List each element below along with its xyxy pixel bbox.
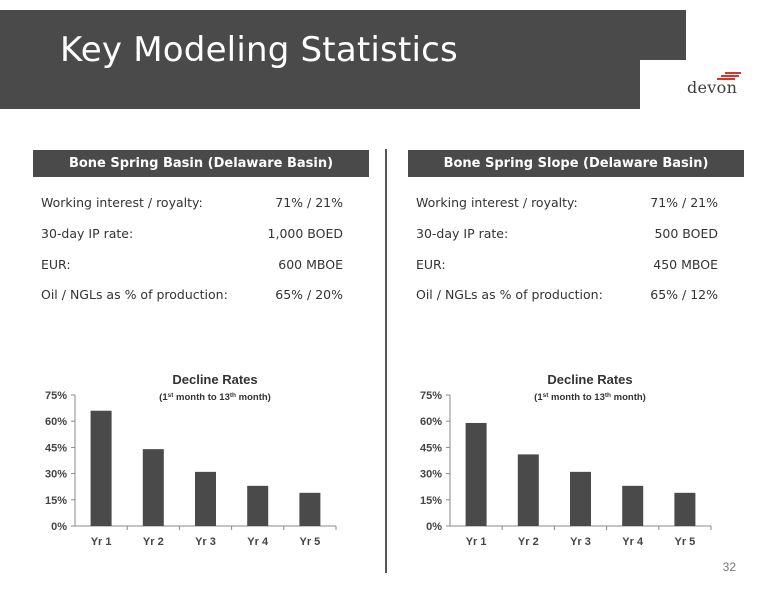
chart-title: Decline Rates <box>172 372 257 387</box>
stat-label: Oil / NGLs as % of production: <box>416 287 603 302</box>
y-tick-label: 75% <box>45 390 67 402</box>
bar <box>622 485 644 526</box>
stat-row: 30-day IP rate: 500 BOED <box>416 226 718 244</box>
stat-row: EUR: 600 MBOE <box>41 257 343 275</box>
bar <box>299 492 321 526</box>
stat-row: EUR: 450 MBOE <box>416 257 718 275</box>
chart-svg: Decline Rates (1st month to 13th month) 0%… <box>420 372 712 548</box>
stat-value: 1,000 BOED <box>267 226 343 241</box>
y-tick-label: 30% <box>420 469 442 481</box>
y-tick-label: 60% <box>420 416 442 428</box>
stat-row: Working interest / royalty: 71% / 21% <box>41 195 343 213</box>
stat-row: Oil / NGLs as % of production: 65% / 20% <box>41 287 343 305</box>
stat-label: EUR: <box>41 257 71 272</box>
logo-stripe <box>725 72 741 74</box>
bar <box>90 410 112 526</box>
stat-value: 600 MBOE <box>278 257 343 272</box>
logo-stripe <box>717 78 735 80</box>
stat-value: 65% / 20% <box>275 287 343 302</box>
logo-text: devon <box>687 78 738 97</box>
header-notch <box>640 60 776 109</box>
stat-value: 450 MBOE <box>653 257 718 272</box>
stat-label: 30-day IP rate: <box>416 226 509 241</box>
y-tick-label: 15% <box>420 495 442 507</box>
x-tick-label: Yr 1 <box>466 536 487 548</box>
decline-rates-chart-left: Decline Rates (1st month to 13th month) 0%… <box>30 366 350 556</box>
logo-stripe <box>721 75 739 77</box>
x-tick-label: Yr 5 <box>675 536 696 548</box>
devon-logo: devon <box>687 72 747 100</box>
stat-row: Working interest / royalty: 71% / 21% <box>416 195 718 213</box>
stat-row: 30-day IP rate: 1,000 BOED <box>41 226 343 244</box>
decline-rates-chart-right: Decline Rates (1st month to 13th month) 0%… <box>405 366 725 556</box>
chart-subtitle: (1st month to 13th month) <box>159 392 271 404</box>
y-tick-label: 0% <box>426 521 442 533</box>
page-number: 32 <box>722 560 736 574</box>
x-tick-label: Yr 4 <box>622 536 644 548</box>
x-tick-label: Yr 5 <box>300 536 321 548</box>
chart-title: Decline Rates <box>547 372 632 387</box>
y-tick-label: 15% <box>45 495 67 507</box>
chart-subtitle: (1st month to 13th month) <box>534 392 646 404</box>
page-title: Key Modeling Statistics <box>60 30 458 70</box>
bar <box>142 449 164 526</box>
y-tick-label: 75% <box>420 390 442 402</box>
bar <box>517 454 539 526</box>
bar <box>247 485 269 526</box>
stat-value: 71% / 21% <box>275 195 343 210</box>
panel-header-right: Bone Spring Slope (Delaware Basin) <box>408 150 744 177</box>
x-tick-label: Yr 2 <box>518 536 539 548</box>
stat-value: 71% / 21% <box>650 195 718 210</box>
chart-svg: Decline Rates (1st month to 13th month) 0%… <box>45 372 337 548</box>
panel-header-left: Bone Spring Basin (Delaware Basin) <box>33 150 369 177</box>
bar <box>465 422 487 526</box>
panel-divider <box>385 149 387 573</box>
x-tick-label: Yr 2 <box>143 536 164 548</box>
y-tick-label: 30% <box>45 469 67 481</box>
stat-value: 500 BOED <box>654 226 718 241</box>
bar <box>195 471 216 526</box>
x-tick-label: Yr 3 <box>570 536 591 548</box>
y-tick-label: 0% <box>51 521 67 533</box>
bar <box>570 471 591 526</box>
stat-row: Oil / NGLs as % of production: 65% / 12% <box>416 287 718 305</box>
stat-label: EUR: <box>416 257 446 272</box>
stat-label: Working interest / royalty: <box>416 195 578 210</box>
x-tick-label: Yr 1 <box>91 536 112 548</box>
y-tick-label: 45% <box>420 442 442 454</box>
header-band <box>0 10 686 109</box>
stat-value: 65% / 12% <box>650 287 718 302</box>
stat-label: 30-day IP rate: <box>41 226 134 241</box>
y-tick-label: 60% <box>45 416 67 428</box>
stat-label: Oil / NGLs as % of production: <box>41 287 228 302</box>
y-tick-label: 45% <box>45 442 67 454</box>
bar <box>674 492 696 526</box>
x-tick-label: Yr 4 <box>247 536 269 548</box>
x-tick-label: Yr 3 <box>195 536 216 548</box>
stat-label: Working interest / royalty: <box>41 195 203 210</box>
